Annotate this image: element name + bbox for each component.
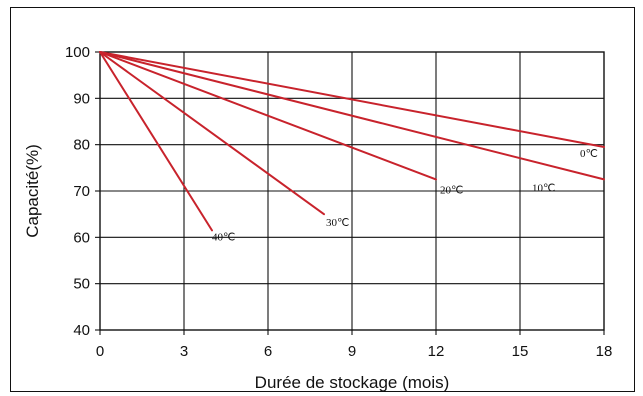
y-tick-label: 80 [73,137,90,154]
y-tick-label: 90 [73,90,90,107]
x-tick-label: 15 [512,343,529,360]
series-lines [99,51,605,232]
x-tick-label: 9 [348,343,356,360]
x-tick-label: 0 [96,343,104,360]
series-line [99,51,213,232]
x-axis-title: Durée de stockage (mois) [255,373,450,392]
grid [95,51,605,335]
x-tick-label: 6 [264,343,272,360]
series-label: 30℃ [326,217,349,229]
series-label: 20℃ [440,184,463,196]
series-label: 0℃ [580,148,598,160]
y-tick-label: 100 [65,44,90,61]
series-labels: 0℃ 10℃ 20℃ 30℃ 40℃ [212,148,598,243]
series-line [99,51,325,216]
y-tick-label: 40 [73,322,90,339]
series-line [99,51,605,148]
series-label: 10℃ [532,182,555,194]
y-tick-label: 70 [73,183,90,200]
y-tick-label: 60 [73,229,90,246]
series-line [99,51,605,181]
y-axis-title: Capacité(%) [23,144,42,238]
y-tick-label: 50 [73,276,90,293]
series-line [99,51,437,181]
series-label: 40℃ [212,231,235,243]
chart-frame [10,7,635,392]
x-tick-label: 3 [180,343,188,360]
x-tick-label: 18 [596,343,613,360]
x-tick-label: 12 [428,343,445,360]
tick-labels: 40 50 60 70 80 90 100 0 3 6 9 12 15 18 [65,44,612,360]
